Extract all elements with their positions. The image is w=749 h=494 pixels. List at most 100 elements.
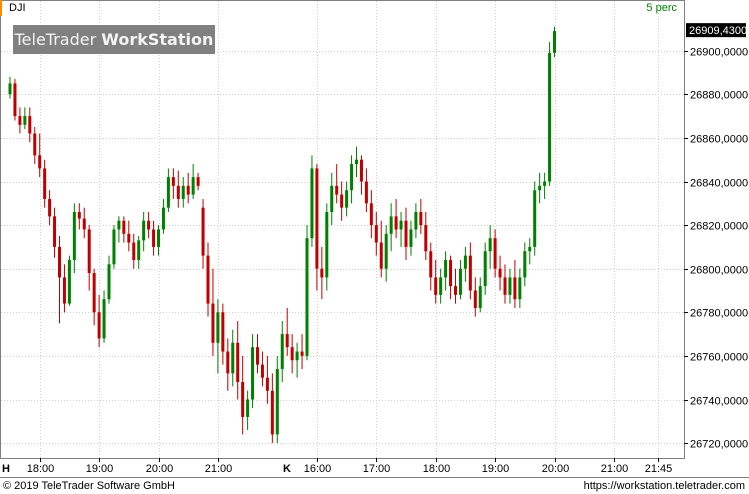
candle	[127, 220, 131, 252]
candle	[330, 172, 334, 226]
candle	[305, 225, 309, 361]
candle-body	[379, 242, 383, 269]
candle-body	[454, 286, 457, 295]
candle	[463, 246, 467, 282]
candle	[241, 355, 245, 435]
candle-body	[389, 216, 393, 234]
candle-body	[107, 264, 111, 300]
candle	[117, 216, 121, 243]
candle-body	[142, 220, 146, 241]
candle	[206, 242, 210, 317]
candle-body	[315, 168, 319, 269]
candle	[251, 334, 255, 409]
candle-body	[102, 299, 106, 339]
candle-body	[359, 159, 363, 182]
x-tick-label: 20:00	[146, 463, 174, 475]
candle-body	[404, 220, 408, 247]
candle	[439, 268, 443, 304]
candle-body	[38, 155, 42, 169]
candles	[8, 26, 556, 444]
candle-body	[122, 220, 126, 234]
candle	[157, 225, 160, 256]
candle	[62, 264, 66, 313]
candle	[320, 246, 324, 300]
candle	[414, 203, 418, 239]
candle-body	[8, 83, 12, 95]
candle	[379, 220, 383, 278]
candle	[369, 190, 373, 239]
candle	[310, 155, 314, 247]
candle	[87, 225, 91, 291]
candle-body	[43, 168, 47, 199]
candle-body	[97, 312, 101, 339]
candle	[8, 76, 12, 99]
candle	[48, 190, 52, 226]
candle-body	[58, 246, 61, 278]
candle	[77, 203, 81, 230]
candle-body	[260, 364, 264, 378]
candle	[38, 133, 42, 178]
candle	[137, 236, 141, 269]
candle-body	[181, 185, 185, 199]
candle	[473, 277, 477, 317]
candle-body	[147, 220, 151, 230]
candle	[493, 229, 497, 278]
candle-body	[221, 312, 225, 352]
candle-body	[335, 185, 339, 195]
y-axis: 26720,0000 26740,0000 26760,0000 26780,0000…	[684, 47, 748, 451]
candle	[350, 155, 354, 204]
x-tick-label: 21:00	[601, 463, 629, 475]
symbol-label: DJI	[9, 2, 26, 14]
candle-body	[384, 233, 388, 269]
session-marker: K	[283, 463, 291, 475]
candle	[107, 255, 111, 304]
candle-body	[285, 334, 289, 348]
candle	[345, 181, 349, 217]
x-tick-label: 20:00	[542, 463, 570, 475]
candle-body	[201, 207, 205, 256]
candle	[256, 334, 259, 374]
candle-body	[424, 225, 428, 252]
candle	[142, 212, 146, 252]
candle-body	[523, 251, 527, 278]
candle-body	[157, 229, 160, 247]
candle	[503, 264, 507, 304]
candle-body	[508, 277, 512, 295]
candle	[548, 41, 552, 186]
candle-body	[295, 351, 299, 361]
candle	[122, 216, 126, 243]
candle	[508, 268, 512, 304]
candle	[152, 220, 156, 256]
candle	[355, 146, 358, 178]
candle-body	[458, 268, 462, 295]
candle	[300, 334, 304, 369]
candle-body	[340, 194, 344, 208]
candle-body	[13, 83, 17, 117]
candle-body	[488, 238, 492, 252]
candle	[364, 168, 368, 213]
footer-url[interactable]: https://workstation.teletrader.com	[583, 480, 745, 492]
candle-body	[112, 229, 116, 265]
candle-body	[483, 251, 487, 287]
candle	[231, 329, 235, 387]
candle	[434, 259, 438, 304]
x-tick-label: 21:00	[205, 463, 233, 475]
copyright-text: © 2019 TeleTrader Software GmbH	[3, 480, 175, 492]
candle-body	[305, 238, 309, 356]
candle	[132, 233, 136, 269]
candle-body	[67, 259, 71, 304]
candle	[260, 351, 264, 387]
candle	[201, 198, 205, 269]
candle-body	[206, 255, 210, 304]
candle	[196, 172, 200, 191]
candle-body	[18, 116, 22, 125]
candle-body	[533, 190, 537, 247]
y-tick-label: 26820,0000	[690, 221, 748, 233]
candle	[528, 238, 532, 265]
candle-body	[117, 220, 121, 230]
candle-body	[186, 185, 190, 195]
candle	[468, 242, 472, 300]
candle-body	[137, 240, 141, 260]
candle	[458, 259, 462, 300]
